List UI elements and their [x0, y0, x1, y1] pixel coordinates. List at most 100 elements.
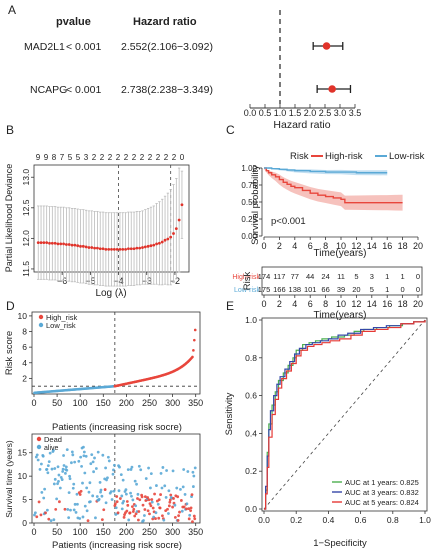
survival-time-point — [57, 479, 60, 483]
x-tick-label: 300 — [165, 398, 180, 408]
survival-time-point — [53, 477, 57, 481]
survival-time-point — [65, 448, 69, 452]
roc-axes: 0.0 0.2 0.4 0.6 0.8 1.0 0.0 0.2 0.4 0.6 0.8 1.0 — [245, 315, 431, 525]
cv-point — [135, 246, 139, 250]
survival-time-point — [149, 472, 153, 475]
survival-time-point — [48, 451, 52, 455]
survival-time-point — [150, 498, 154, 501]
survival-time-point — [99, 490, 102, 494]
x-tick-label: 10 — [336, 299, 346, 309]
legend-marker-high-risk — [38, 314, 44, 320]
x-tick-label: 14 — [367, 299, 377, 309]
risk-table-row-label: Low-risk — [234, 287, 261, 294]
cv-point — [141, 246, 144, 249]
survival-time-point — [61, 470, 65, 473]
survival-time-point — [172, 497, 175, 500]
legend-label: AUC at 3 years: 0.832 — [345, 488, 419, 497]
cv-point — [56, 242, 60, 246]
survival-time-point — [46, 464, 50, 468]
km-axes: 0 2 4 6 8 10 12 14 16 18 20 0.00 0.25 0.50 0.75 1.00 — [241, 164, 423, 251]
survival-time-point — [96, 450, 100, 454]
cv-point — [121, 247, 125, 251]
survival-time-point — [71, 486, 75, 490]
row-gene-label: NCAPG — [30, 84, 67, 96]
cv-point — [101, 247, 105, 251]
survival-time-point — [182, 505, 186, 509]
cv-point — [152, 243, 156, 247]
survival-time-point — [161, 514, 164, 518]
x-tick-label: 200 — [119, 527, 134, 537]
survival-time-point — [33, 511, 37, 515]
risk-table-cell: 44 — [306, 272, 314, 281]
survival-time-point — [98, 480, 102, 484]
survival-time-point — [122, 515, 126, 519]
survival-time-point — [67, 516, 71, 520]
survival-time-point — [141, 503, 145, 507]
survival-time-point — [153, 492, 156, 496]
hr-point — [322, 42, 331, 50]
survival-time-point — [121, 478, 125, 482]
survival-time-point — [143, 508, 147, 511]
survival-time-point — [93, 456, 96, 460]
x-tick-label: 250 — [142, 398, 157, 408]
x-tick-label: 20 — [413, 299, 423, 309]
survival-time-points — [33, 434, 197, 524]
survival-time-point — [91, 494, 95, 498]
survival-time-point — [47, 517, 51, 521]
y-tick-label: 0.8 — [245, 353, 257, 363]
survival-time-point — [125, 509, 129, 513]
row-pvalue: < 0.001 — [66, 41, 101, 53]
survival-time-point — [107, 459, 111, 463]
cv-point — [62, 242, 65, 246]
y-tick-label: 0.00 — [241, 232, 257, 241]
y-tick-label: 0.4 — [245, 428, 257, 438]
x-tick-label: 0.2 — [290, 515, 302, 525]
y-tick-label: 15 — [18, 448, 28, 458]
legend-label-dead: Dead — [44, 435, 62, 444]
cv-point — [174, 227, 178, 230]
high-risk-curve — [264, 167, 403, 204]
survival-time-point — [50, 467, 54, 471]
survival-time-point — [120, 494, 124, 498]
cv-point — [36, 241, 40, 245]
y-axis-title: Risk score — [4, 331, 15, 375]
y-tick-label: 1.00 — [241, 164, 257, 173]
survival-time-point — [57, 473, 61, 477]
panel-letter-c: C — [226, 123, 235, 137]
survival-time-point — [131, 498, 135, 502]
y-tick-label: 12.5 — [21, 199, 31, 216]
hr-point — [328, 85, 336, 93]
survival-time-point — [115, 500, 119, 504]
risk-score-point — [192, 349, 195, 352]
survival-time-point — [78, 517, 82, 520]
x-tick-label: 0.0 — [258, 515, 270, 525]
count-label: 9 — [36, 153, 41, 162]
survival-time-point — [115, 495, 119, 498]
x-tick-label: 4 — [292, 299, 297, 309]
cv-point — [129, 247, 133, 251]
x-tick-label: 2.5 — [319, 108, 332, 118]
risk-table-cell: 3 — [370, 272, 374, 281]
risk-table-cell: 174 — [258, 272, 271, 281]
count-label: 2 — [108, 153, 113, 162]
y-tick-label: 0.0 — [245, 504, 257, 514]
risk-table-cell: 39 — [337, 285, 345, 294]
count-label: 2 — [100, 153, 105, 162]
cv-point — [93, 246, 96, 250]
row-gene-label: MAD2L1 — [24, 41, 65, 53]
survival-time-point — [90, 453, 94, 456]
survival-time-point — [124, 488, 128, 492]
cv-point — [39, 241, 43, 245]
survival-time-point — [128, 511, 132, 515]
y-tick-label: 10 — [18, 471, 28, 481]
survival-time-point — [64, 471, 67, 475]
survival-time-point — [49, 519, 53, 523]
survival-time-point — [148, 512, 151, 516]
survival-time-point — [88, 500, 92, 504]
survival-time-point — [66, 508, 70, 511]
cv-point — [163, 238, 167, 242]
survival-time-point — [37, 500, 41, 504]
survival-time-point — [79, 455, 83, 459]
survival-time-point — [127, 518, 131, 522]
